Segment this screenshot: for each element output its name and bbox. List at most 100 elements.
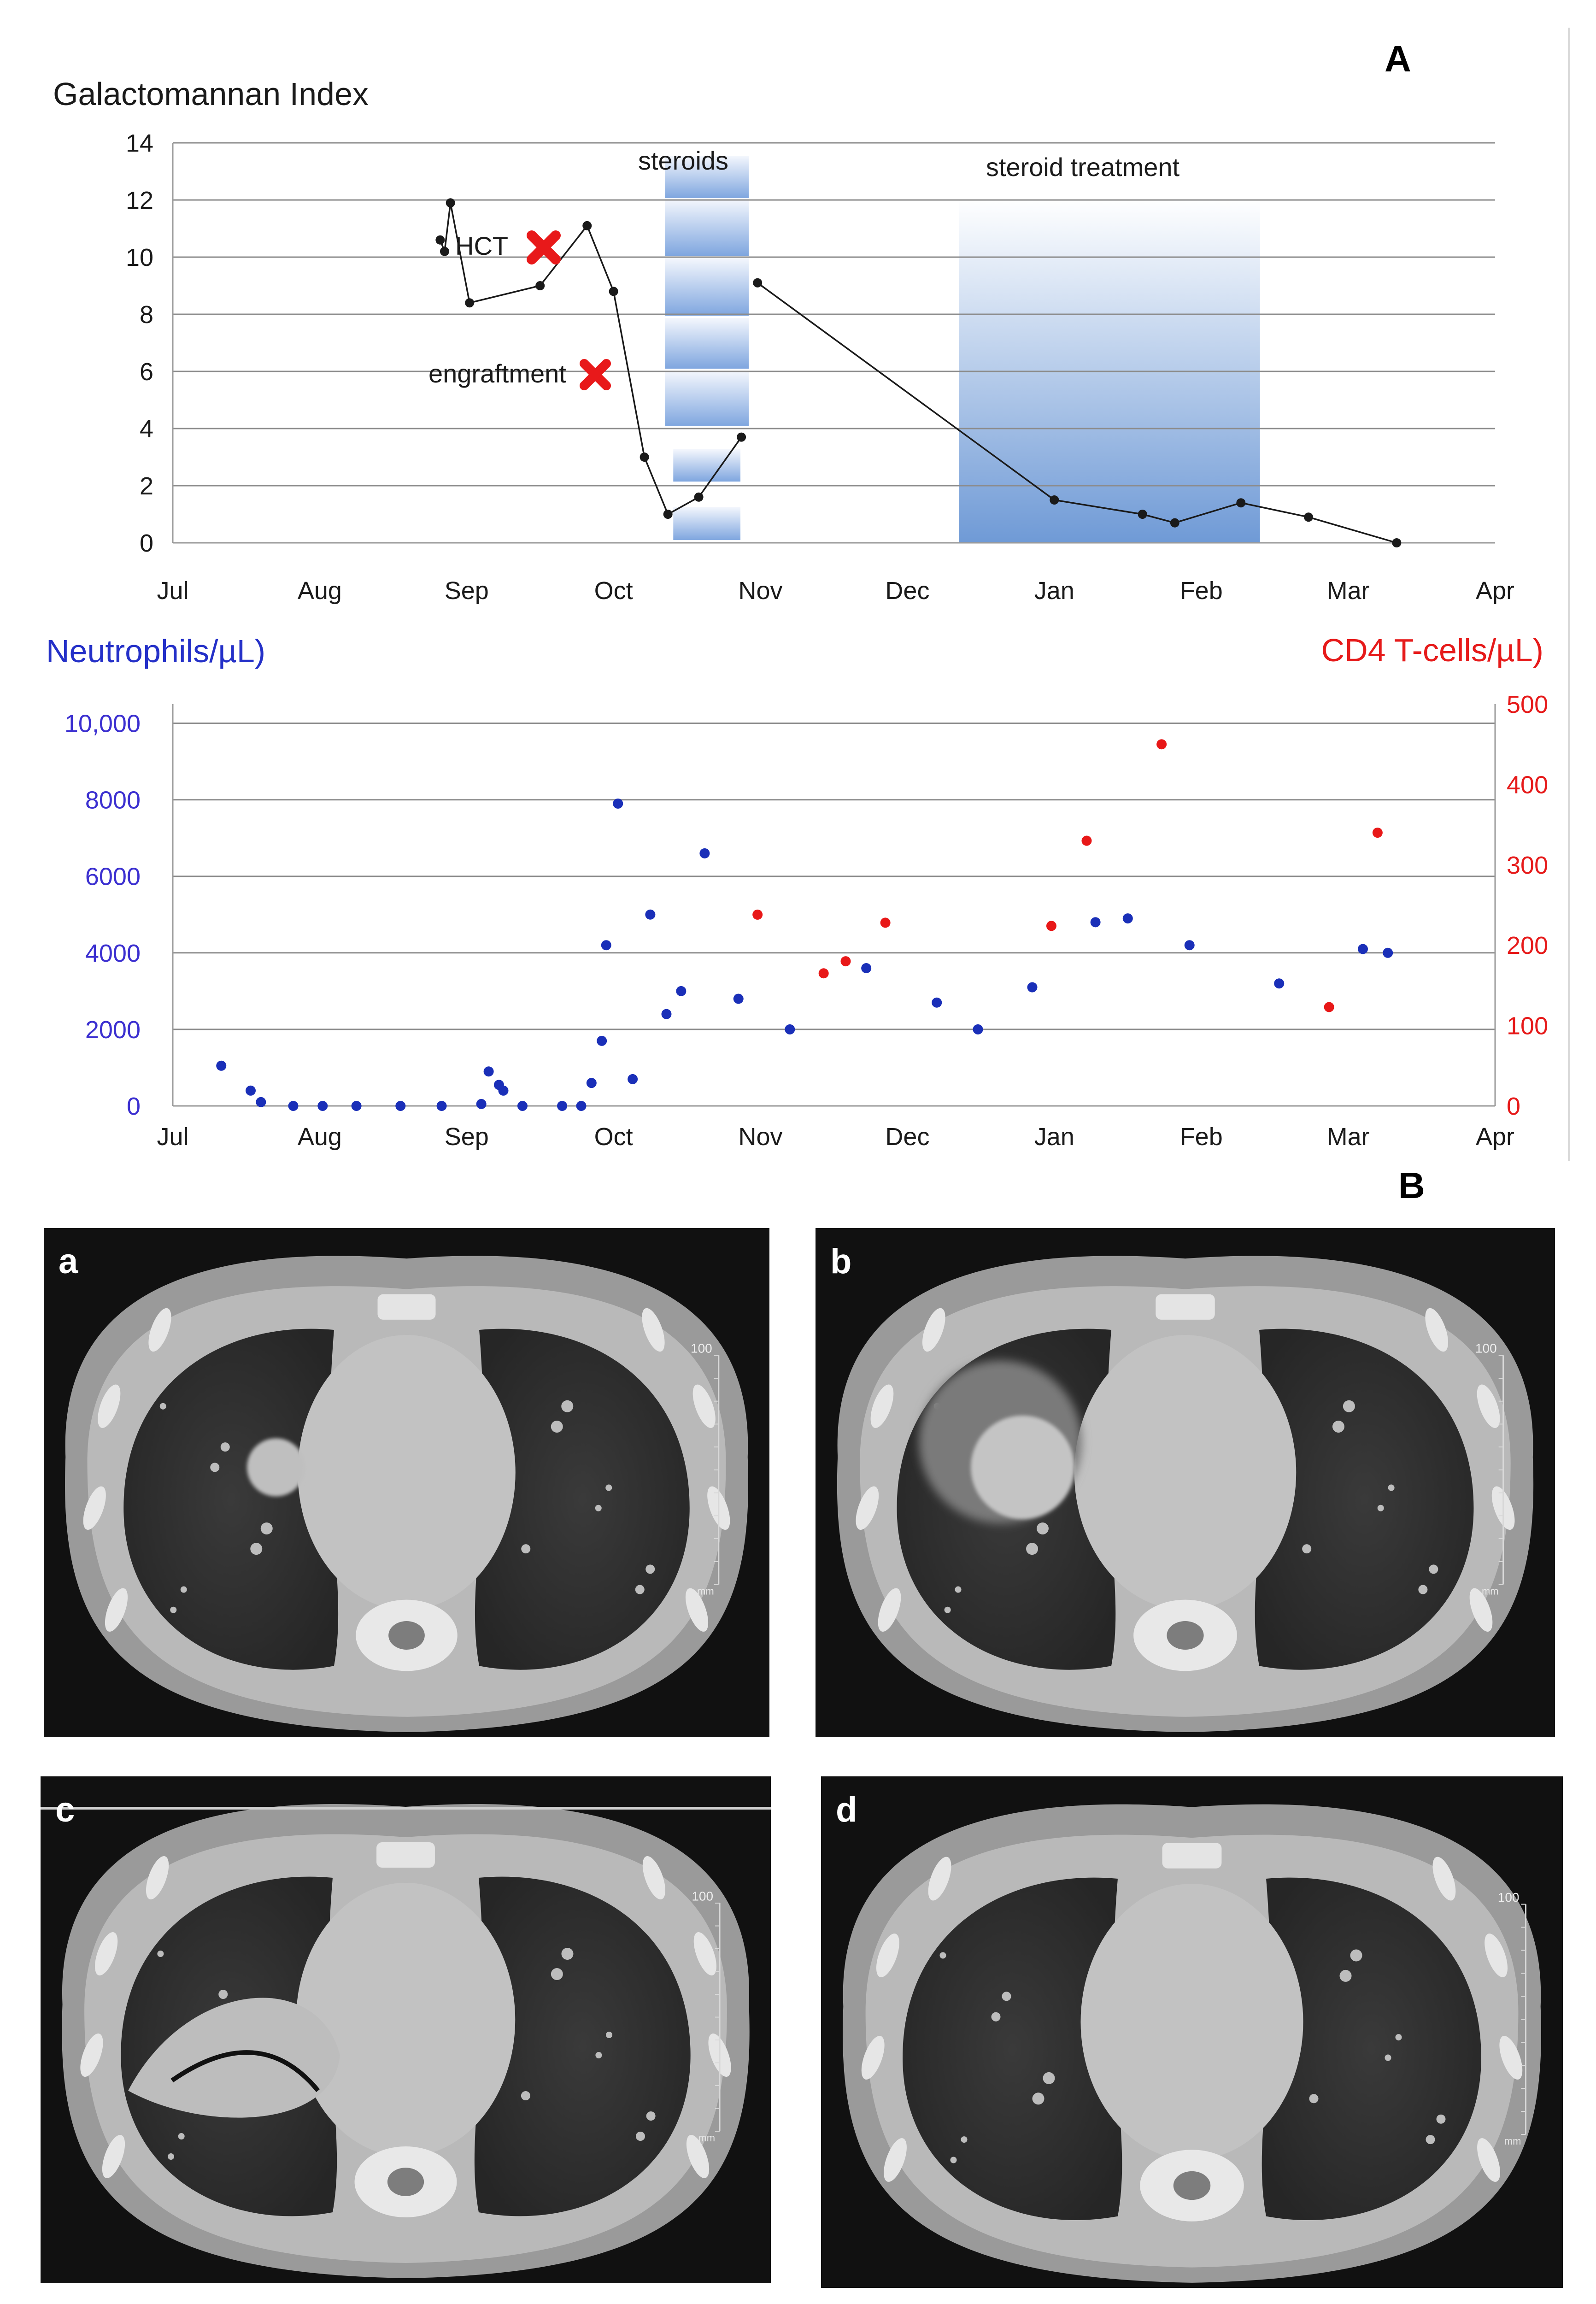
cd4-point bbox=[1081, 835, 1092, 846]
cd4-point bbox=[1046, 921, 1056, 931]
data-point bbox=[582, 221, 592, 230]
ct-rib bbox=[148, 1308, 171, 1352]
ct-vessel bbox=[1426, 2135, 1435, 2145]
y-tick-label: 2 bbox=[140, 472, 153, 500]
ct-rib bbox=[884, 2138, 907, 2182]
x-tick-label: Feb bbox=[1180, 1123, 1223, 1151]
ct-left-lung bbox=[474, 1876, 691, 2216]
x-tick-label: Sep bbox=[445, 577, 489, 605]
ct-rib bbox=[95, 1932, 118, 1975]
neutrophil-point bbox=[317, 1101, 328, 1111]
ct-vessel bbox=[1002, 1992, 1011, 2001]
neutrophil-cd4-points bbox=[216, 739, 1393, 1111]
neutrophil-point bbox=[1274, 978, 1285, 989]
data-point bbox=[609, 287, 618, 296]
ct-rib bbox=[105, 1588, 128, 1632]
galactomannan-y-ticks: 0 2 4 6 8 10 12 14 bbox=[126, 129, 153, 557]
ct-vessel bbox=[606, 2032, 613, 2038]
cd4-point bbox=[1324, 1002, 1334, 1012]
neutrophil-point bbox=[676, 986, 687, 996]
steroid-band-segment bbox=[665, 258, 749, 316]
y-tick-label: 14 bbox=[126, 129, 153, 157]
ct-heart bbox=[1074, 1335, 1297, 1610]
ct-vessel bbox=[1377, 1505, 1384, 1511]
x-tick-label: Jul bbox=[157, 1123, 188, 1151]
ct-panel-letter: c bbox=[55, 1790, 75, 1829]
ct-vessel bbox=[595, 1505, 602, 1511]
ct-vessel bbox=[260, 1522, 273, 1534]
steroid-bands bbox=[665, 156, 1260, 543]
ct-vessel bbox=[561, 1948, 574, 1960]
neutrophil-point bbox=[586, 1078, 597, 1088]
ct-unit-label: mm bbox=[698, 2132, 715, 2144]
annotation-engraftment: engraftment bbox=[428, 359, 566, 388]
cd4-point bbox=[818, 968, 829, 979]
ct-rib bbox=[1432, 1857, 1456, 1901]
ct-vessel bbox=[218, 1990, 228, 1999]
panel-a-label: A bbox=[1385, 38, 1411, 79]
neutrophil-point bbox=[601, 940, 611, 951]
neutrophil-point bbox=[973, 1024, 983, 1034]
y-tick-label: 8 bbox=[140, 301, 153, 329]
data-point bbox=[1304, 512, 1314, 522]
steroid-band-segment bbox=[665, 318, 749, 369]
y-tick-label-right: 100 bbox=[1507, 1012, 1548, 1040]
ct-vessel bbox=[180, 1586, 187, 1593]
neutrophil-point bbox=[557, 1101, 568, 1111]
ct-sternum bbox=[1162, 1843, 1222, 1869]
ct-rib bbox=[1499, 2036, 1523, 2080]
ct-consolidation bbox=[128, 1998, 340, 2118]
ct-right-lung bbox=[903, 1877, 1122, 2221]
ct-spinal-canal bbox=[388, 1621, 425, 1650]
cd4-point bbox=[840, 956, 851, 967]
ct-vessel bbox=[178, 2133, 185, 2139]
ct-vessel bbox=[1032, 2092, 1044, 2105]
ct-rib bbox=[642, 1856, 666, 1899]
neutrophil-point bbox=[1184, 940, 1195, 951]
neutrophil-x-ticks: Jul Aug Sep Oct Nov Dec Jan Feb Mar Apr bbox=[157, 1123, 1514, 1151]
engraftment-marker-icon bbox=[580, 359, 611, 390]
neutrophil-point bbox=[1122, 913, 1133, 924]
neutrophil-point bbox=[861, 963, 872, 974]
x-tick-label: Mar bbox=[1327, 1123, 1370, 1151]
data-point bbox=[1236, 498, 1246, 508]
neutrophil-point bbox=[699, 848, 710, 858]
galactomannan-title: Galactomannan Index bbox=[53, 76, 369, 112]
ct-vessel bbox=[1343, 1400, 1355, 1412]
neutrophil-point bbox=[483, 1066, 494, 1077]
y-tick-label: 0 bbox=[140, 529, 153, 557]
ct-panels: 100 mm a 100 mm b 100 mm c 100 mm d bbox=[41, 1228, 1563, 2288]
cd4-point bbox=[880, 917, 891, 928]
x-tick-label: Jul bbox=[157, 577, 188, 605]
data-point bbox=[737, 432, 746, 442]
steroid-band-segment bbox=[665, 156, 749, 198]
steroid-band-segment bbox=[673, 449, 741, 482]
annotation-steroids: steroids bbox=[638, 146, 728, 175]
galactomannan-points bbox=[435, 198, 1402, 547]
ct-vessel bbox=[168, 2153, 175, 2160]
ct-rib bbox=[693, 1932, 716, 1975]
ct-vessel bbox=[646, 2111, 656, 2121]
ct-rib bbox=[878, 1588, 901, 1632]
neutrophil-point bbox=[351, 1101, 362, 1111]
data-point bbox=[446, 198, 455, 208]
neutrophil-point bbox=[733, 993, 744, 1004]
ct-scan-panel-a: 100 mm a bbox=[44, 1228, 769, 1737]
ct-rib bbox=[1425, 1308, 1449, 1352]
x-tick-label: Jan bbox=[1034, 1123, 1074, 1151]
ct-rib bbox=[922, 1308, 945, 1352]
ct-vessel bbox=[645, 1564, 655, 1574]
steroid-treatment-band bbox=[959, 198, 1260, 543]
ct-vessel bbox=[1429, 1564, 1438, 1574]
y-tick-label-right: 400 bbox=[1507, 771, 1548, 799]
y-tick-label-right: 0 bbox=[1507, 1093, 1520, 1120]
neutrophil-point bbox=[932, 997, 942, 1008]
ct-lesion bbox=[247, 1438, 305, 1497]
ct-vessel bbox=[939, 1952, 946, 1959]
ct-right-lung bbox=[123, 1328, 339, 1670]
neutrophil-point bbox=[517, 1101, 528, 1111]
galactomannan-annotations: steroids steroid treatment HCT engraftme… bbox=[428, 146, 1180, 390]
y-tick-label-left: 10,000 bbox=[65, 710, 141, 738]
neutrophil-axis-title: Neutrophils/µL) bbox=[46, 633, 265, 669]
ct-vessel bbox=[635, 2132, 645, 2141]
